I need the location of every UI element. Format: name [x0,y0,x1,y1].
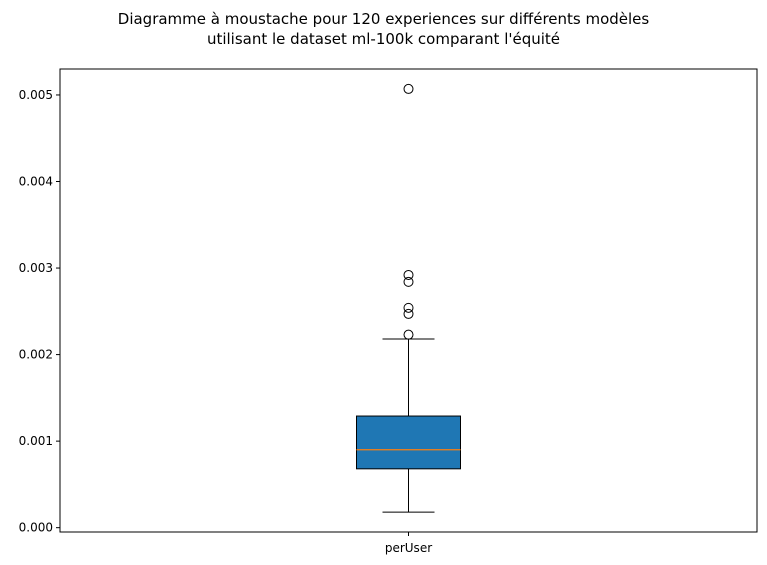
outlier-point [403,302,414,313]
outlier-point [403,83,414,94]
y-tick-label: 0.001 [19,434,53,448]
box-series [356,83,461,513]
x-axis: perUser [385,532,432,555]
chart-title: Diagramme à moustache pour 120 experienc… [0,9,767,49]
y-axis: 0.000 0.001 0.002 0.003 0.004 0.005 [19,88,60,535]
chart-title-line-1: Diagramme à moustache pour 120 experienc… [117,10,650,28]
y-tick-label: 0.002 [19,348,53,362]
iqr-box [356,415,461,470]
y-tick-label: 0.004 [19,175,53,189]
y-tick-label: 0.003 [19,261,53,275]
y-tick-label: 0.000 [19,521,53,535]
outlier-point [403,269,414,280]
chart-title-line-2: utilisant le dataset ml-100k comparant l… [206,30,561,48]
outlier-point [403,329,414,340]
x-tick-label: perUser [385,541,432,555]
outlier-point [403,308,414,319]
y-tick-label: 0.005 [19,88,53,102]
outlier-point [403,276,414,287]
